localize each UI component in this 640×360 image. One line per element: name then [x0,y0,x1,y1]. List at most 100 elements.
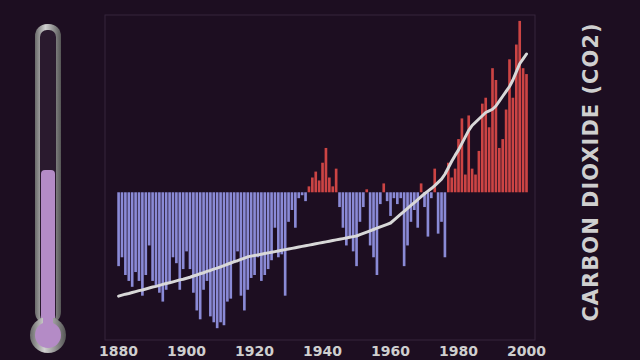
bar [199,192,202,319]
bar [464,175,467,193]
bar [206,192,209,281]
bar [178,192,181,289]
bar [365,189,368,192]
bar [151,192,154,281]
bar [189,192,192,269]
thermometer-neck [43,316,53,328]
bar [297,192,300,198]
bar [396,192,399,204]
bar [216,192,219,328]
bar [352,192,355,251]
bar [229,192,232,298]
x-tick-label: 1880 [99,343,138,359]
bar [433,169,436,193]
bar [359,192,362,222]
bar [420,183,423,192]
bar [444,192,447,257]
lines [119,54,527,296]
thermometer [30,24,66,353]
bar [474,175,477,193]
bar [236,192,239,251]
bar [277,192,280,257]
bar [155,192,158,287]
bars [117,21,528,328]
bar [202,192,205,289]
bar [274,192,277,227]
bar [498,148,501,192]
bar [386,192,389,201]
bar [304,192,307,201]
bar [501,139,504,192]
bar [243,192,246,310]
bar [257,192,260,257]
bar [430,192,433,198]
bar [270,192,273,260]
bar [131,192,134,287]
bar [440,192,443,222]
x-tick-label: 2000 [507,343,546,359]
co2-line [119,54,527,296]
bar [389,192,392,216]
bar [403,192,406,266]
bar [223,192,226,325]
bar [427,192,430,236]
bar [124,192,127,275]
bar [478,151,481,192]
plot-area [117,21,528,328]
bar [495,80,498,192]
bar [525,74,528,192]
bar [376,192,379,275]
bar [246,192,249,289]
bar [331,186,334,192]
bar [134,192,137,272]
bar [318,180,321,192]
bar [219,192,222,322]
bar [362,192,365,207]
bar [168,192,171,284]
bar [250,192,253,278]
bar [437,192,440,233]
bar [505,110,508,193]
bar [263,192,266,275]
bar [253,192,256,275]
bar [379,192,382,204]
bar [127,192,130,281]
bar [325,148,328,192]
thermometer-bulb-ring [30,317,66,353]
bar [355,192,358,266]
bar [280,192,283,254]
bar [301,192,304,195]
bar [450,178,453,193]
bar [172,192,175,257]
bar [512,98,515,193]
x-tick-label: 1980 [439,343,478,359]
bar [491,68,494,192]
bar [226,192,229,301]
bar [335,169,338,193]
thermometer-tube [35,24,61,324]
x-tick-label: 1900 [167,343,206,359]
bar [175,192,178,263]
bar [406,192,409,245]
bar [141,192,144,295]
bar [240,192,243,295]
bar [138,192,141,281]
chart: 1880190019201940196019802000CARBON DIOXI… [0,0,640,360]
bar [121,192,124,257]
background [0,0,640,360]
bar [328,178,331,193]
bar [382,183,385,192]
bar [144,192,147,275]
bar [399,192,402,198]
bar [342,192,345,227]
bar [508,59,511,192]
bar [291,192,294,210]
bar [522,68,525,192]
bar [369,192,372,245]
bar [117,192,120,266]
bar [287,192,290,222]
bar [393,192,396,198]
bar [314,172,317,193]
x-tick-label: 1960 [371,343,410,359]
bar [209,192,212,316]
